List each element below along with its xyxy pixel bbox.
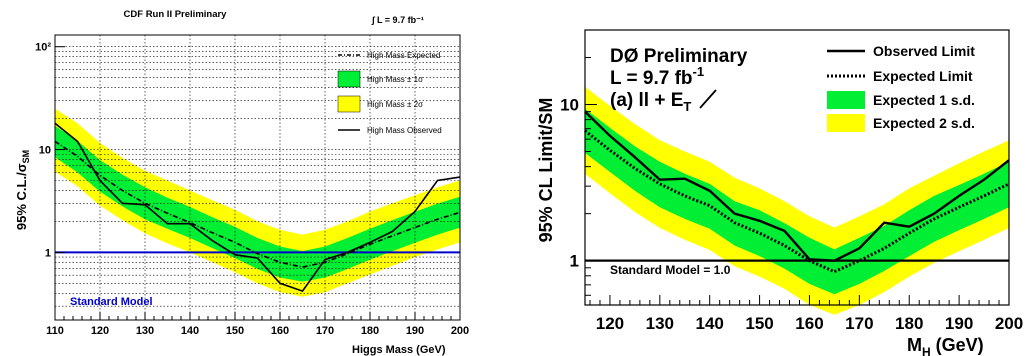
d0-x-tick-label: 200 — [995, 314, 1023, 333]
cdf-grid — [55, 35, 460, 320]
d0-sm-label: Standard Model = 1.0 — [610, 263, 731, 277]
cdf-x-tick-label: 150 — [226, 325, 244, 337]
d0-x-tick-label: 180 — [895, 314, 923, 333]
cdf-x-tick-label: 200 — [451, 325, 469, 337]
cdf-luminosity: ∫ L = 9.7 fb⁻¹ — [371, 15, 424, 25]
d0-luminosity: L = 9.7 fb-1 — [610, 64, 704, 89]
cdf-x-tick-label: 190 — [406, 325, 424, 337]
d0-legend-2sd-swatch — [827, 114, 865, 132]
d0-plot: 95% CL Limit/SM MH (GeV) Standard Model … — [536, 29, 1023, 356]
d0-legend-1sd-swatch — [827, 91, 865, 109]
cdf-legend-label: High Mass ± 2σ — [367, 100, 423, 109]
cdf-title: CDF Run II Preliminary — [124, 9, 228, 20]
cdf-legend-label: High Mass ± 1σ — [367, 75, 423, 84]
cdf-y-tick-label: 10 — [39, 145, 51, 157]
d0-x-tick-label: 140 — [696, 314, 724, 333]
d0-x-axis-label-sub: H — [922, 345, 931, 356]
d0-x-axis-label-unit: (GeV) — [931, 335, 984, 355]
d0-x-tick-label: 170 — [845, 314, 873, 333]
d0-x-tick-label: 120 — [596, 314, 624, 333]
d0-x-axis-label-main: M — [907, 335, 922, 355]
d0-met-slash — [699, 89, 717, 109]
cdf-legend: High Mass Expected High Mass ± 1σ High Mas… — [337, 51, 442, 135]
d0-y-axis-label: 95% CL Limit/SM — [536, 98, 556, 243]
d0-channel-subscript: T — [683, 99, 691, 114]
d0-legend-label: Expected 2 s.d. — [873, 115, 975, 131]
d0-x-axis-label: MH (GeV) — [907, 335, 984, 356]
d0-legend-label: Expected Limit — [873, 68, 973, 84]
cdf-legend-label: High Mass Expected — [367, 51, 440, 60]
cdf-plot: CDF Run II Preliminary ∫ L = 9.7 fb⁻¹ Hi… — [14, 9, 469, 356]
d0-observed-line — [584, 110, 1010, 262]
d0-y-tick-label: 10 — [560, 96, 579, 115]
cdf-band-1sigma — [55, 125, 460, 282]
cdf-expected-line — [54, 140, 461, 268]
d0-x-tick-label: 190 — [945, 314, 973, 333]
d0-title: DØ Preliminary — [610, 46, 748, 67]
d0-legend-label: Observed Limit — [873, 43, 975, 59]
cdf-x-tick-label: 170 — [316, 325, 334, 337]
d0-expected-line — [584, 129, 1010, 274]
cdf-frame — [54, 34, 461, 321]
d0-x-tick-label: 130 — [646, 314, 674, 333]
cdf-legend-1sigma-swatch — [337, 70, 361, 88]
cdf-x-tick-label: 180 — [361, 325, 379, 337]
cdf-x-axis-label: Higgs Mass (GeV) — [352, 344, 446, 356]
cdf-y-tick-label: 1 — [45, 247, 51, 259]
d0-frame — [584, 29, 1010, 306]
cdf-y-axis-label-main: 95% C.L./σ — [14, 163, 29, 230]
cdf-observed-line — [54, 122, 461, 293]
cdf-x-tick-label: 130 — [136, 325, 154, 337]
cdf-y-axis-label-sub: SM — [21, 150, 31, 164]
cdf-x-tick-label: 110 — [46, 325, 64, 337]
cdf-sm-label: Standard Model — [70, 296, 153, 308]
d0-y-tick-label: 1 — [570, 252, 579, 271]
cdf-y-axis-label: 95% C.L./σSM — [14, 150, 31, 230]
cdf-y-tick-label: 10² — [35, 42, 51, 54]
d0-luminosity-exponent: -1 — [693, 64, 705, 79]
cdf-x-tick-label: 160 — [271, 325, 289, 337]
d0-channel: (a) ll + ET — [610, 90, 691, 114]
d0-x-tick-label: 160 — [795, 314, 823, 333]
cdf-x-tick-label: 120 — [91, 325, 109, 337]
d0-band-1sd — [585, 108, 1009, 295]
d0-legend-label: Expected 1 s.d. — [873, 92, 975, 108]
d0-x-tick-label: 150 — [745, 314, 773, 333]
cdf-legend-label: High Mass Observed — [367, 126, 442, 135]
cdf-x-tick-label: 140 — [181, 325, 199, 337]
d0-legend: Observed Limit Expected Limit Expected 1 s… — [827, 43, 975, 132]
cdf-legend-2sigma-swatch — [337, 95, 361, 113]
